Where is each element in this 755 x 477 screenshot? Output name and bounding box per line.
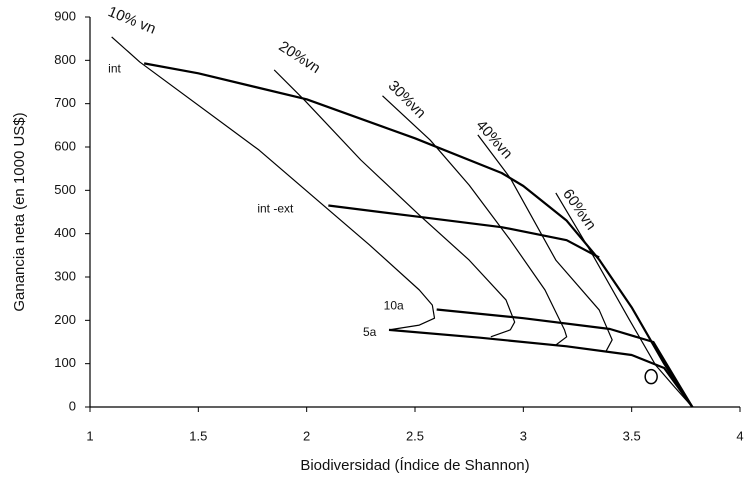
- curve: [328, 204, 600, 259]
- curve-label: 5a: [363, 325, 377, 339]
- curve: [436, 308, 694, 408]
- curve-label: int: [108, 62, 121, 76]
- curve-label: int -ext: [257, 202, 294, 216]
- curve-label: 10% vn: [105, 3, 158, 38]
- y-tick-label: 900: [54, 8, 76, 23]
- curve-label: 10a: [384, 299, 404, 313]
- y-tick-label: 600: [54, 138, 76, 153]
- curve: [388, 328, 694, 408]
- curve: [477, 134, 613, 353]
- x-tick-label: 1: [86, 428, 93, 443]
- point-marker: [644, 368, 658, 385]
- x-tick-label: 2: [303, 428, 310, 443]
- y-tick-label: 400: [54, 225, 76, 240]
- y-axis-label: Ganancia neta (en 1000 US$): [11, 112, 28, 311]
- x-axis-label: Biodiversidad (Índice de Shannon): [300, 457, 529, 474]
- y-tick-label: 800: [54, 52, 76, 67]
- y-tick-label: 0: [69, 398, 76, 413]
- curve: [382, 95, 568, 346]
- x-tick-label: 1.5: [189, 428, 207, 443]
- curve: [273, 69, 516, 338]
- curve: [111, 36, 436, 331]
- y-tick-label: 500: [54, 182, 76, 197]
- curve: [555, 192, 693, 408]
- x-tick-label: 2.5: [406, 428, 424, 443]
- y-tick-label: 200: [54, 312, 76, 327]
- curve-label: 20%vn: [276, 38, 324, 77]
- y-tick-label: 100: [54, 355, 76, 370]
- x-tick-label: 3: [520, 428, 527, 443]
- y-tick-label: 300: [54, 268, 76, 283]
- x-tick-label: 3.5: [623, 428, 641, 443]
- curve-label: 30%vn: [385, 77, 429, 121]
- curve: [143, 62, 694, 408]
- curve-label: 40%vn: [473, 117, 516, 162]
- x-tick-label: 4: [736, 428, 743, 443]
- y-tick-label: 700: [54, 95, 76, 110]
